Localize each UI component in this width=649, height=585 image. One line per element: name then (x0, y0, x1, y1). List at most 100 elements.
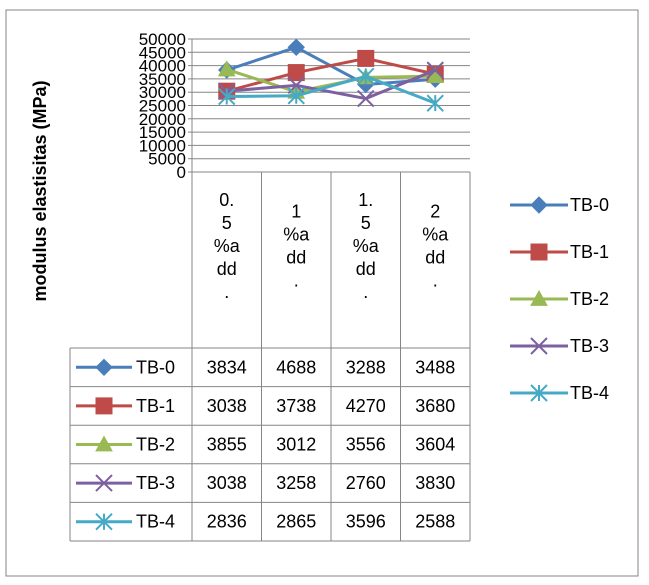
marker-x (95, 474, 113, 492)
table-cell: 3834 (207, 357, 247, 377)
legend-item: TB-1 (510, 242, 609, 262)
marker-star (530, 384, 548, 402)
legend-item: TB-2 (510, 289, 609, 309)
x-category-label: . (224, 282, 229, 302)
table-series-name: TB-1 (136, 396, 175, 416)
y-tick-label: 25000 (139, 97, 186, 116)
marker-square (287, 64, 305, 82)
table-series-name: TB-2 (136, 435, 175, 455)
table-cell: 3604 (415, 435, 455, 455)
y-tick-label: 40000 (139, 57, 186, 76)
x-category-label: %a (353, 236, 380, 256)
marker-diamond (530, 196, 548, 214)
table-row: TB-3 3038 3258 2760 3830 (76, 473, 455, 493)
plot-series (217, 38, 445, 112)
series-line (226, 68, 436, 101)
table-cell: 2760 (346, 473, 386, 493)
marker-x (530, 337, 548, 355)
marker-diamond (95, 358, 113, 377)
legend-item: TB-3 (510, 336, 609, 356)
y-axis-ticks: 0500010000150002000025000300003500040000… (139, 30, 186, 182)
table-cell: 4688 (276, 357, 316, 377)
x-category-label: 2 (430, 202, 440, 222)
marker-star (357, 67, 375, 86)
table-row: TB-4 2836 2865 3596 2588 (76, 512, 455, 532)
marker-star (95, 512, 113, 531)
table-row: TB-1 3038 3738 4270 3680 (76, 396, 455, 416)
table-cell: 3680 (415, 396, 455, 416)
table-cell: 3258 (276, 473, 316, 493)
y-tick-label: 10000 (139, 136, 186, 155)
x-category-label: dd (286, 248, 306, 268)
marker-triangle (95, 435, 113, 452)
table-cell: 2836 (207, 512, 247, 532)
x-category-label: . (433, 271, 438, 291)
x-category-label: 1. (358, 190, 373, 210)
table-series-name: TB-4 (136, 512, 175, 532)
x-category-label: %a (422, 225, 449, 245)
legend-label: TB-3 (570, 336, 609, 356)
x-category-label: 0. (219, 190, 234, 210)
marker-star (287, 87, 305, 105)
series-line (226, 74, 436, 105)
y-tick-label: 15000 (139, 123, 186, 142)
legend-label: TB-0 (570, 195, 609, 215)
table-cell: 3855 (207, 435, 247, 455)
marker-diamond (287, 38, 305, 57)
x-category-label: 5 (361, 213, 371, 233)
x-category-label: %a (214, 236, 241, 256)
table-cell: 3738 (276, 396, 316, 416)
marker-square (357, 49, 375, 67)
table-cell: 3038 (207, 396, 247, 416)
x-category-label: . (294, 271, 299, 291)
legend-label: TB-1 (570, 242, 609, 262)
marker-star (426, 94, 444, 112)
x-category-label: dd (217, 259, 237, 279)
table-cell: 3038 (207, 473, 247, 493)
table-series-name: TB-0 (136, 357, 175, 377)
y-tick-label: 30000 (139, 83, 186, 102)
table-cell: 3830 (415, 473, 455, 493)
data-table: 0. 5 %a dd. 1 %a dd. 1. 5 %a dd. 2 %a dd. TB-0 3834 4688… (69, 171, 471, 542)
marker-triangle (217, 60, 236, 77)
chart-border (5, 9, 639, 577)
x-category-label: 5 (222, 213, 232, 233)
table-cell: 3556 (346, 435, 386, 455)
x-category-label: dd (356, 259, 376, 279)
legend-label: TB-4 (570, 383, 609, 403)
x-category-label: . (363, 282, 368, 302)
marker-square (530, 243, 548, 261)
marker-star (218, 87, 236, 106)
table-series-name: TB-3 (136, 473, 175, 493)
table-cell: 4270 (346, 396, 386, 416)
table-row: TB-0 3834 4688 3288 3488 (76, 357, 455, 377)
x-category-label: 1 (291, 202, 301, 222)
table-cell: 2588 (415, 512, 455, 532)
y-tick-label: 0 (177, 163, 186, 182)
y-tick-label: 35000 (139, 70, 186, 89)
marker-x (426, 61, 444, 79)
marker-triangle (530, 289, 548, 306)
x-category-label: dd (425, 248, 445, 268)
y-tick-label: 20000 (139, 110, 186, 129)
marker-square (95, 397, 113, 415)
series-TB-4 (218, 67, 444, 112)
y-tick-label: 5000 (148, 150, 186, 169)
table-cell: 3288 (346, 357, 386, 377)
legend-item: TB-4 (510, 383, 609, 403)
legend: TB-0 TB-1 TB-2 TB-3 TB-4 (510, 195, 609, 403)
x-category-label: %a (283, 225, 310, 245)
y-tick-label: 50000 (139, 30, 186, 49)
legend-item: TB-0 (510, 195, 609, 215)
table-cell: 3596 (346, 512, 386, 532)
y-tick-label: 45000 (139, 43, 186, 62)
y-axis-label: modulus elastisitas (MPa) (30, 80, 50, 301)
table-cell: 3012 (276, 435, 316, 455)
table-cell: 3488 (415, 357, 455, 377)
table-row: TB-2 3855 3012 3556 3604 (76, 435, 455, 455)
legend-label: TB-2 (570, 289, 609, 309)
table-cell: 2865 (276, 512, 316, 532)
marker-x (357, 89, 375, 108)
